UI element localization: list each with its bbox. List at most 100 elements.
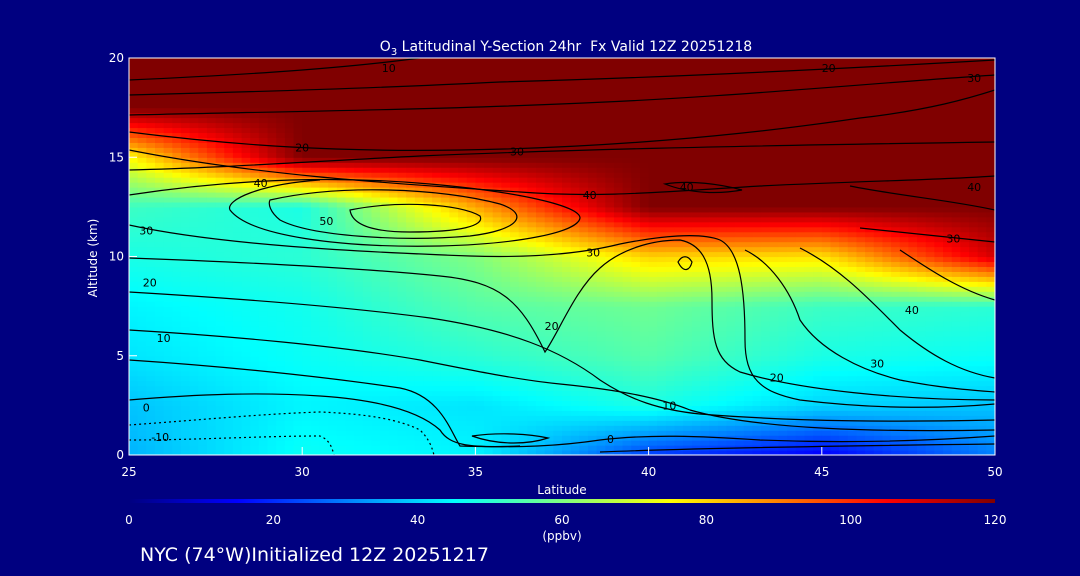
heatmap-cell	[631, 281, 641, 287]
heatmap-cell	[215, 385, 225, 392]
heatmap-cell	[432, 335, 442, 342]
heatmap-cell	[371, 435, 381, 441]
heatmap-cell	[432, 157, 442, 163]
heatmap-cell	[354, 316, 364, 322]
heatmap-cell	[527, 286, 537, 292]
heatmap-cell	[458, 325, 468, 332]
heatmap-cell	[553, 177, 563, 183]
heatmap-cell	[527, 132, 537, 138]
heatmap-cell	[544, 445, 554, 451]
heatmap-cell	[423, 58, 433, 64]
heatmap-cell	[406, 162, 416, 168]
heatmap-cell	[284, 191, 295, 198]
heatmap-cell	[527, 385, 537, 392]
heatmap-cell	[518, 201, 528, 208]
heatmap-cell	[310, 450, 321, 455]
heatmap-cell	[492, 241, 502, 248]
heatmap-cell	[258, 102, 269, 109]
heatmap-cell	[562, 62, 572, 69]
heatmap-cell	[397, 430, 407, 436]
heatmap-cell	[440, 301, 451, 307]
heatmap-cell	[258, 196, 269, 203]
heatmap-cell	[224, 340, 234, 347]
heatmap-cell	[484, 385, 494, 392]
heatmap-cell	[224, 112, 234, 119]
heatmap-cell	[267, 112, 277, 119]
heatmap-cell	[562, 450, 572, 455]
heatmap-cell	[570, 97, 580, 104]
heatmap-cell	[172, 425, 182, 431]
heatmap-cell	[432, 321, 442, 327]
heatmap-cell	[622, 122, 632, 129]
heatmap-cell	[137, 157, 147, 163]
heatmap-cell	[258, 415, 269, 421]
heatmap-cell	[397, 191, 407, 198]
heatmap-cell	[492, 311, 502, 317]
heatmap-cell	[536, 112, 546, 119]
heatmap-cell	[267, 206, 277, 213]
heatmap-cell	[284, 271, 295, 277]
heatmap-cells	[129, 58, 995, 455]
heatmap-cell	[562, 196, 572, 203]
heatmap-cell	[657, 410, 667, 416]
heatmap-cell	[206, 211, 217, 218]
heatmap-cell	[319, 196, 329, 203]
heatmap-cell	[180, 435, 191, 441]
heatmap-cell	[657, 286, 667, 292]
heatmap-cell	[449, 370, 459, 377]
heatmap-cell	[293, 62, 303, 69]
heatmap-cell	[579, 425, 589, 431]
heatmap-cell	[613, 335, 624, 342]
heatmap-cell	[250, 440, 260, 446]
heatmap-cell	[458, 291, 468, 297]
heatmap-cell	[484, 266, 494, 272]
heatmap-cell	[241, 132, 251, 138]
heatmap-cell	[406, 167, 416, 173]
heatmap-cell	[267, 430, 277, 436]
heatmap-cell	[596, 172, 606, 178]
heatmap-cell	[293, 370, 303, 377]
heatmap-cell	[388, 325, 399, 332]
heatmap-cell	[527, 72, 537, 79]
heatmap-cell	[354, 251, 364, 258]
heatmap-cell	[206, 390, 217, 397]
heatmap-cell	[388, 246, 399, 253]
heatmap-cell	[241, 246, 251, 253]
heatmap-cell	[501, 355, 511, 362]
heatmap-cell	[276, 221, 286, 228]
heatmap-cell	[172, 241, 182, 248]
heatmap-cell	[639, 350, 650, 357]
heatmap-cell	[518, 251, 528, 258]
heatmap-cell	[579, 112, 589, 119]
heatmap-cell	[423, 92, 433, 99]
heatmap-cell	[406, 430, 416, 436]
heatmap-cell	[267, 246, 277, 253]
heatmap-cell	[154, 251, 165, 258]
heatmap-cell	[336, 172, 347, 178]
heatmap-cell	[501, 142, 511, 148]
heatmap-cell	[492, 316, 502, 322]
heatmap-cell	[129, 137, 139, 143]
heatmap-cell	[458, 420, 468, 426]
heatmap-cell	[579, 271, 589, 277]
heatmap-cell	[206, 152, 217, 158]
heatmap-cell	[562, 345, 572, 352]
heatmap-cell	[276, 301, 286, 307]
heatmap-cell	[397, 395, 407, 402]
heatmap-cell	[336, 291, 347, 297]
heatmap-cell	[302, 345, 312, 352]
heatmap-cell	[354, 162, 364, 168]
heatmap-cell	[354, 246, 364, 253]
heatmap-cell	[475, 365, 485, 372]
heatmap-cell	[553, 266, 563, 272]
heatmap-cell	[639, 122, 650, 129]
heatmap-cell	[440, 132, 451, 138]
heatmap-cell	[146, 261, 156, 268]
heatmap-cell	[206, 395, 217, 402]
heatmap-cell	[267, 221, 277, 228]
heatmap-cell	[492, 425, 502, 431]
heatmap-cell	[129, 157, 139, 163]
heatmap-cell	[293, 246, 303, 253]
heatmap-cell	[319, 221, 329, 228]
